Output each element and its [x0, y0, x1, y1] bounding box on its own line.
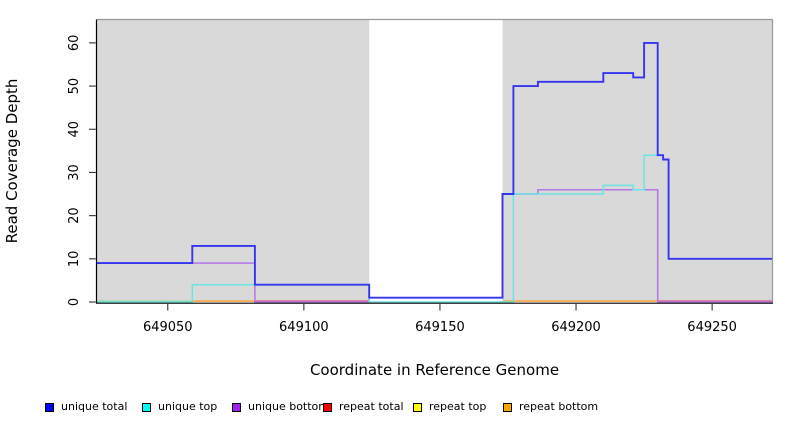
legend-swatch-repeat-bottom — [503, 402, 512, 412]
x-tick-label: 649100 — [279, 320, 329, 335]
y-tick-label: 20 — [67, 207, 82, 224]
legend-label: repeat total — [339, 400, 404, 413]
legend-item-repeat-total: repeat total — [323, 398, 404, 416]
series-unique-total-line — [97, 41, 772, 299]
legend-swatch-unique-bottom — [232, 402, 241, 412]
legend-item-unique-bottom: unique bottom — [232, 398, 329, 416]
legend-item-unique-top: unique top — [142, 398, 217, 416]
legend-swatch-repeat-total — [323, 402, 332, 412]
legend-item-unique-total: unique total — [45, 398, 127, 416]
y-tick-label: 60 — [67, 35, 82, 52]
x-tick-label: 649150 — [415, 320, 465, 335]
x-axis-title: Coordinate in Reference Genome — [310, 361, 559, 379]
x-tick-label: 649200 — [551, 320, 601, 335]
legend-label: unique total — [61, 400, 128, 413]
y-axis-title: Read Coverage Depth — [3, 79, 21, 244]
y-tick-label: 50 — [67, 78, 82, 95]
y-tick-label: 0 — [67, 298, 82, 306]
legend-label: unique bottom — [248, 400, 330, 413]
coverage-chart: 649050 649100 649150 649200 649250 0 10 20 30 40 5… — [3, 18, 774, 379]
legend-item-repeat-top: repeat top — [413, 398, 486, 416]
x-tick-label: 649250 — [687, 320, 737, 335]
legend-label: unique top — [158, 400, 218, 413]
legend-label: repeat bottom — [519, 400, 599, 413]
y-tick-label: 10 — [67, 251, 82, 268]
y-tick-label: 30 — [67, 164, 82, 181]
legend-label: repeat top — [429, 400, 487, 413]
masked-region — [369, 20, 503, 302]
legend-swatch-unique-total — [45, 402, 54, 412]
legend-item-repeat-bottom: repeat bottom — [503, 398, 598, 416]
legend-swatch-unique-top — [142, 402, 151, 412]
legend-swatch-repeat-top — [413, 402, 422, 412]
chart-legend: unique total unique top unique bottom repea… — [0, 398, 792, 418]
y-tick-label: 40 — [67, 121, 82, 138]
x-tick-label: 649050 — [143, 320, 193, 335]
